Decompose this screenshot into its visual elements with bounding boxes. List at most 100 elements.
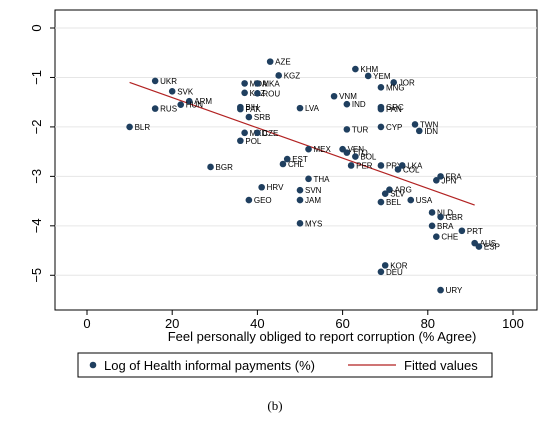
point-label: CYP — [386, 123, 402, 132]
y-tick-label: −5 — [29, 268, 44, 283]
y-tick-label: −2 — [29, 119, 44, 134]
data-point — [185, 97, 193, 105]
data-point — [245, 113, 253, 121]
point-label: CZE — [262, 129, 278, 138]
data-point — [398, 162, 406, 169]
point-label: PRT — [467, 227, 483, 236]
point-label: BRA — [437, 222, 454, 231]
point-label: JOR — [399, 78, 415, 87]
point-label: AUS — [480, 239, 496, 248]
point-label: PER — [356, 161, 373, 170]
point-label: KGZ — [284, 71, 301, 80]
data-point — [254, 89, 261, 97]
axes: 0 −1 −2 −3 −4 −5 0 20 40 60 80 100 — [29, 24, 524, 331]
point-label: AZE — [275, 58, 291, 67]
point-label: EST — [292, 155, 308, 164]
data-point — [433, 233, 440, 240]
data-point — [151, 77, 159, 85]
data-point — [168, 88, 176, 95]
data-point — [254, 129, 261, 137]
data-point — [343, 149, 351, 156]
point-label: VNM — [339, 92, 357, 101]
data-point — [407, 196, 415, 204]
point-label: COL — [403, 165, 420, 174]
point-label: URY — [446, 286, 463, 295]
figure-caption: (b) — [267, 398, 283, 413]
data-point — [394, 166, 402, 173]
data-point — [207, 163, 214, 171]
point-label: MKA — [262, 79, 280, 88]
legend: Log of Health informal payments (%) Fitte… — [77, 352, 493, 378]
y-tick-label: 0 — [29, 24, 44, 31]
point-label: VEN — [348, 145, 365, 154]
point-label: TUR — [352, 125, 369, 134]
data-point — [377, 162, 385, 169]
x-tick-label: 100 — [502, 316, 524, 331]
point-label: FRA — [446, 172, 463, 181]
legend-label-fitted: Fitted values — [404, 358, 478, 373]
data-point — [428, 209, 436, 216]
point-label: NLD — [437, 208, 453, 217]
data-point — [352, 153, 359, 160]
data-point — [377, 123, 385, 131]
data-point — [296, 220, 304, 227]
point-label: GBR — [446, 213, 464, 222]
data-point — [475, 243, 483, 250]
data-point — [279, 160, 287, 168]
data-point — [390, 79, 398, 86]
point-label: GEO — [254, 196, 272, 205]
point-label: CHE — [441, 233, 458, 242]
data-point — [241, 80, 248, 87]
point-label: BLR — [135, 123, 151, 132]
x-tick-label: 80 — [421, 316, 435, 331]
data-point — [237, 105, 244, 113]
data-point — [377, 105, 385, 113]
y-tick-label: −4 — [29, 218, 44, 233]
data-point — [266, 58, 274, 65]
point-label: CHL — [288, 160, 305, 169]
data-point — [352, 65, 359, 73]
x-tick-label: 40 — [250, 316, 264, 331]
data-point — [433, 177, 440, 184]
x-tick-label: 0 — [83, 316, 90, 331]
point-label: SRB — [254, 113, 270, 122]
data-point — [428, 222, 436, 230]
point-label: ARM — [194, 97, 212, 106]
point-label: SVN — [305, 186, 322, 195]
data-point — [330, 92, 338, 100]
data-point — [151, 105, 159, 112]
data-point — [381, 262, 389, 269]
point-label: USA — [416, 196, 433, 205]
data-point — [305, 175, 312, 183]
data-point — [377, 84, 385, 91]
data-point — [296, 196, 304, 204]
grid-lines — [55, 27, 537, 276]
legend-box — [77, 352, 493, 378]
point-label: IND — [352, 100, 366, 109]
data-point — [296, 104, 304, 112]
data-point — [283, 155, 291, 163]
plot-frame — [54, 9, 538, 311]
point-label: BOL — [360, 153, 377, 162]
point-label: THA — [314, 175, 331, 184]
point-label: ESP — [484, 243, 500, 252]
data-point — [411, 121, 419, 128]
point-label: TTO — [352, 149, 368, 158]
data-point — [296, 186, 304, 194]
point-label: ARG — [394, 186, 411, 195]
data-point — [364, 72, 372, 80]
x-tick-label: 20 — [165, 316, 179, 331]
data-point — [177, 101, 185, 108]
point-label: KHM — [360, 65, 378, 74]
point-label: JAM — [305, 196, 321, 205]
data-point — [437, 286, 444, 294]
point-label: TWN — [420, 120, 438, 129]
point-label: JPN — [441, 176, 456, 185]
plot-area — [54, 9, 538, 311]
data-point — [126, 123, 133, 131]
data-point — [241, 129, 248, 137]
data-point — [245, 196, 253, 204]
data-point — [275, 72, 283, 79]
data-point — [381, 190, 389, 197]
